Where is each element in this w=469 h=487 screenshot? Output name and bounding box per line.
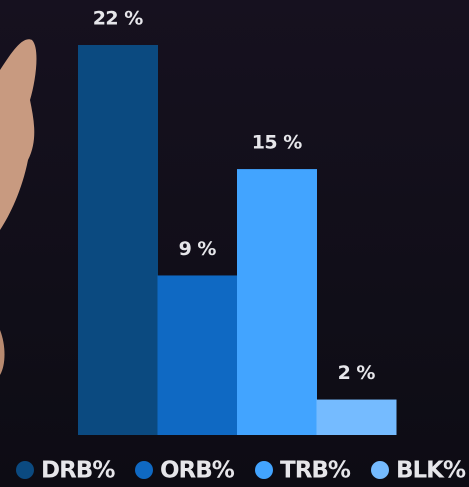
legend-marker — [135, 461, 153, 479]
value-label: 9 % — [179, 238, 217, 260]
legend-marker — [255, 461, 273, 479]
hand-image — [0, 39, 37, 230]
bar — [78, 45, 158, 435]
legend-marker — [16, 461, 34, 479]
hand-image-fragment — [0, 330, 5, 375]
value-label: 15 % — [252, 132, 303, 154]
value-label: 2 % — [338, 362, 376, 384]
bar — [316, 399, 397, 435]
legend-label: ORB% — [160, 458, 235, 484]
legend-label: TRB% — [280, 458, 351, 484]
bar — [157, 275, 238, 435]
legend-marker — [371, 461, 389, 479]
legend-label: DRB% — [41, 458, 115, 484]
legend-label: BLK% — [396, 458, 466, 484]
value-label: 22 % — [93, 8, 144, 30]
bar — [237, 169, 317, 435]
